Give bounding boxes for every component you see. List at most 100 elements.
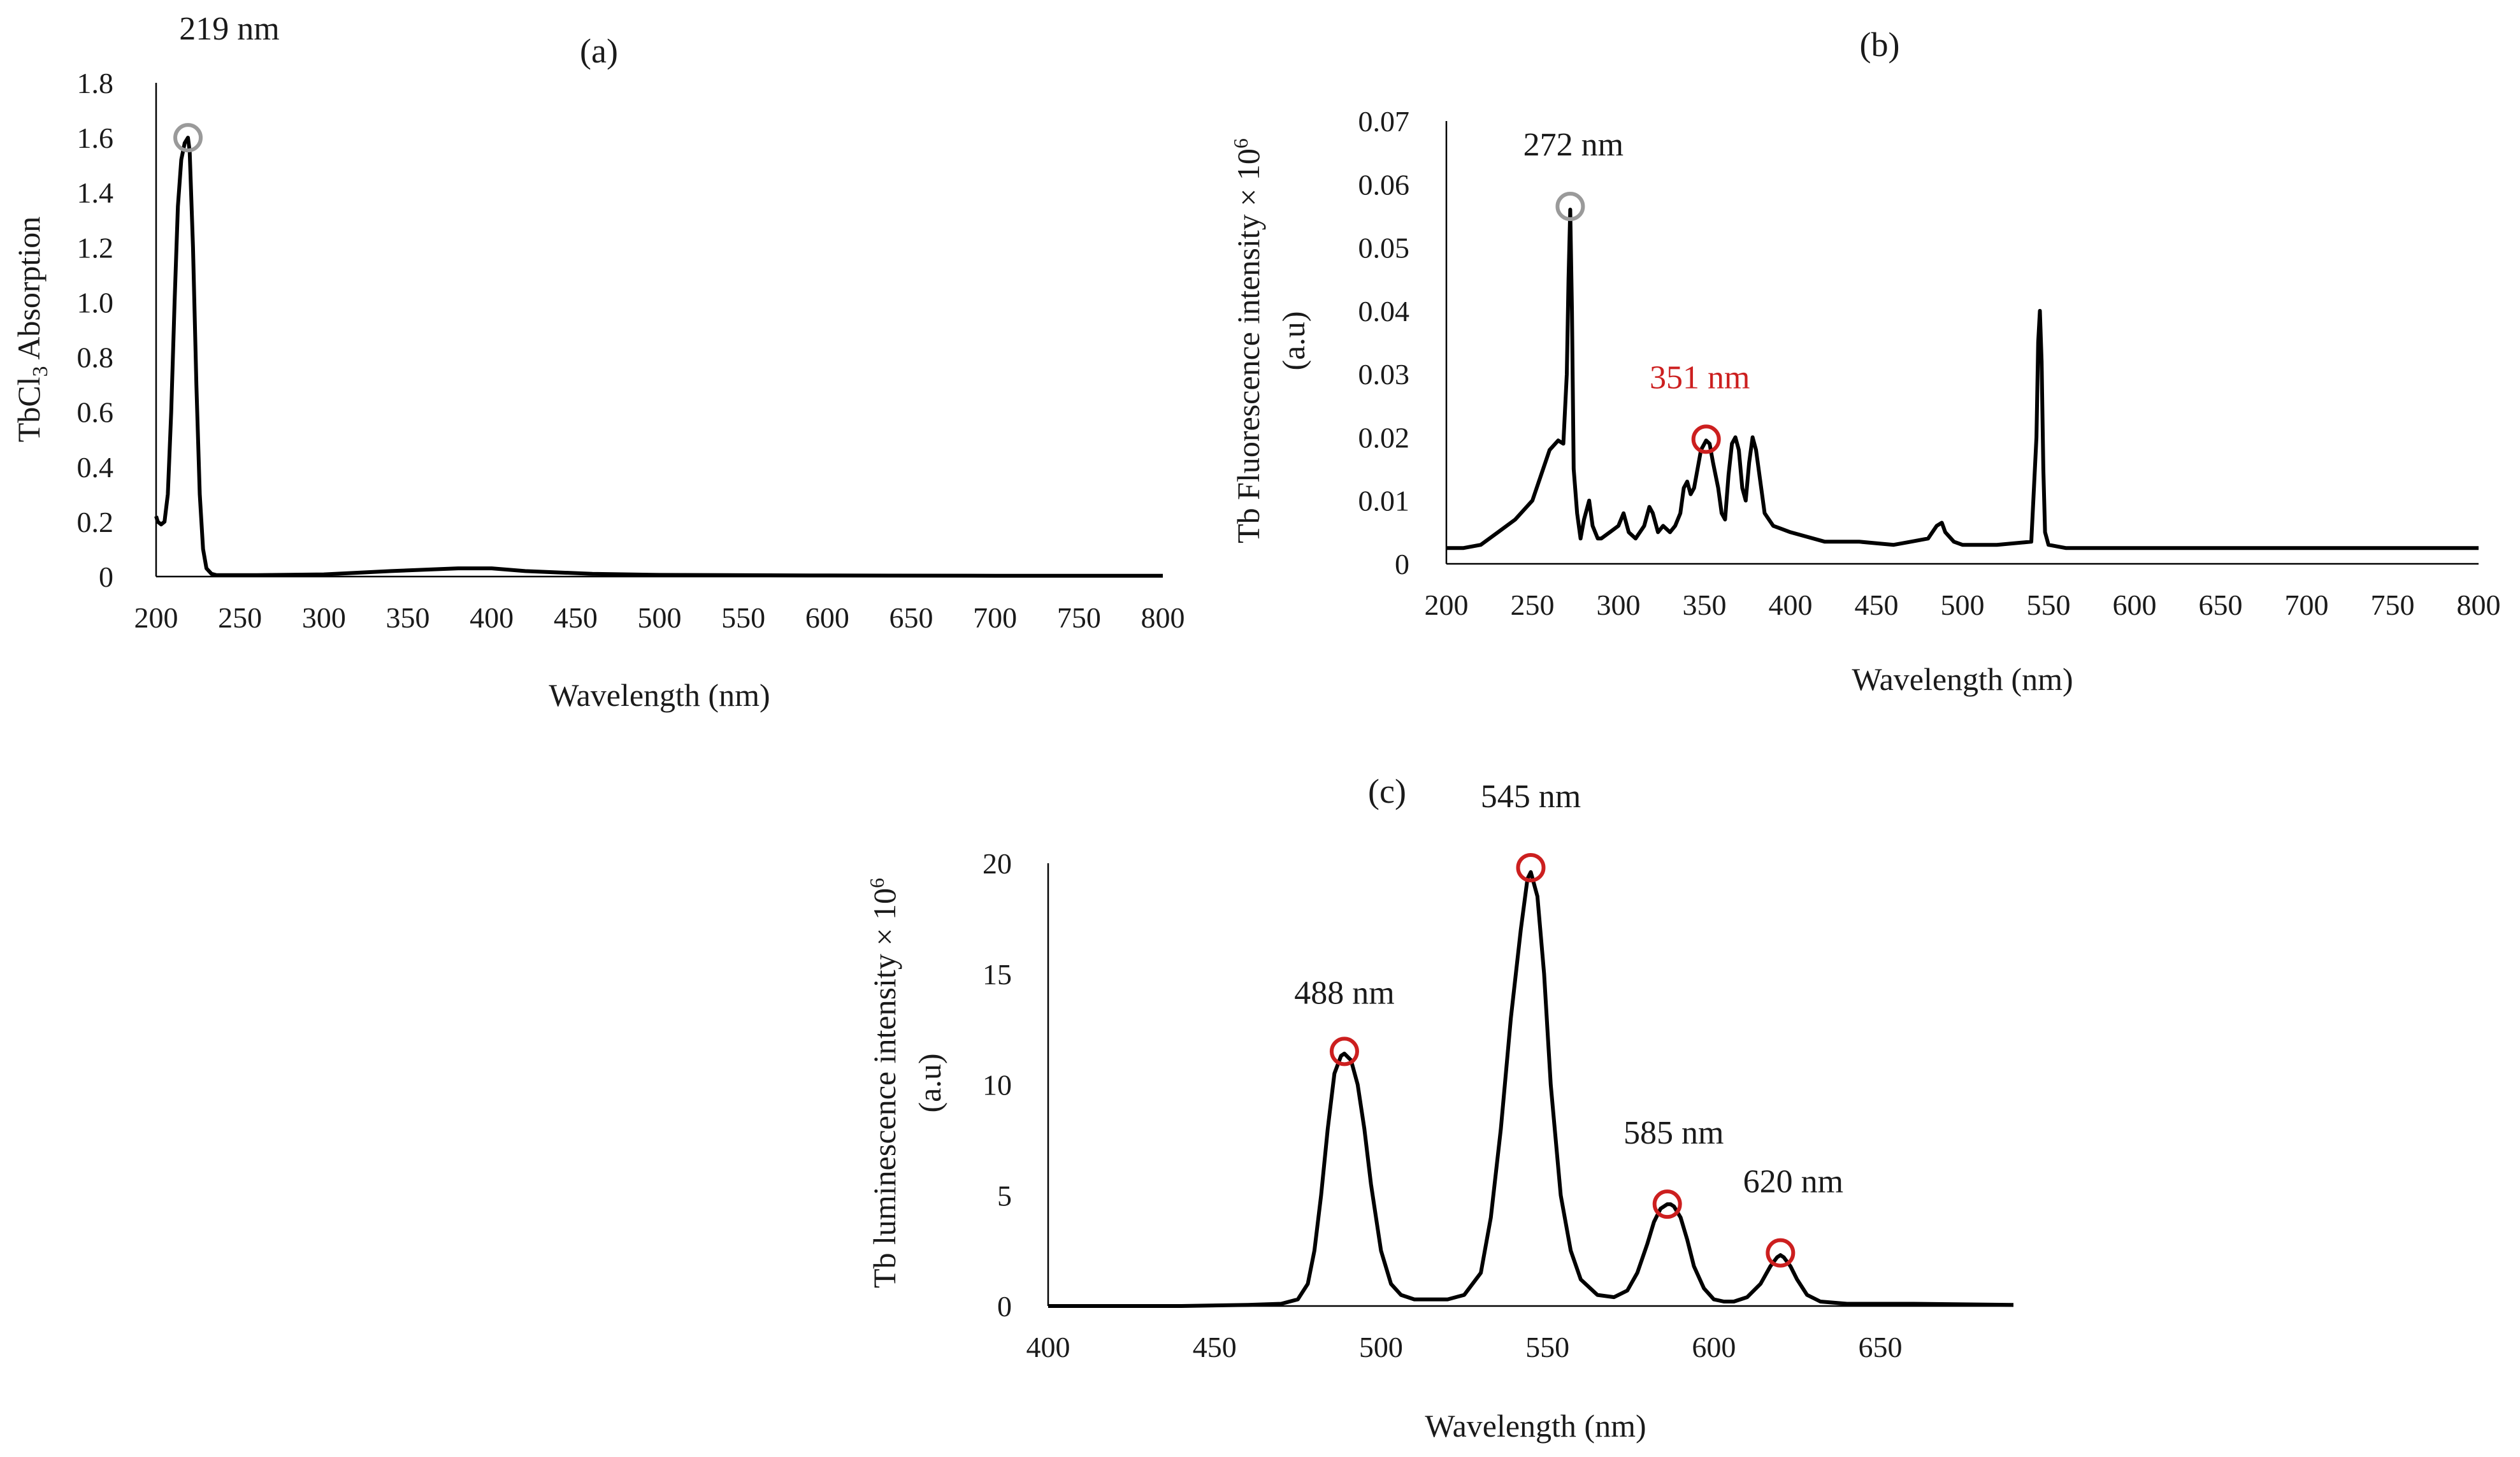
panel-b-x-ticks: 200 250 300 350 400 450 500 550 600 650 700 750 800 bbox=[1425, 589, 2501, 621]
panel-a-x-tick-label: 250 bbox=[218, 601, 262, 634]
panel-b-y-tick-label: 0.02 bbox=[1358, 421, 1410, 454]
panel-a-x-tick-label: 400 bbox=[470, 601, 514, 634]
panel-b-x-label: Wavelength (nm) bbox=[1852, 661, 2073, 697]
panel-a-y-tick-label: 0.8 bbox=[77, 341, 114, 374]
panel-c-x-ticks: 400 450 500 550 600 650 bbox=[1026, 1331, 1903, 1363]
panel-b-x-tick-label: 350 bbox=[1683, 589, 1727, 621]
panel-b-x-tick-label: 250 bbox=[1511, 589, 1555, 621]
panel-b-y-label-line2: (a.u) bbox=[1276, 312, 1311, 371]
panel-a-x-tick-label: 200 bbox=[134, 601, 178, 634]
panel-c-x-tick-label: 500 bbox=[1359, 1331, 1403, 1363]
panel-a-x-ticks: 200 250 300 350 400 450 500 550 600 650 700 750 800 bbox=[134, 601, 1185, 634]
panel-b-y-tick-label: 0.05 bbox=[1358, 232, 1410, 264]
panel-b-y-label-main: Tb Fluorescence intensity × 10 bbox=[1230, 148, 1266, 543]
panel-b-y-ticks: 0 0.01 0.02 0.03 0.04 0.05 0.06 0.07 bbox=[1358, 105, 1410, 580]
panel-c-peak-label: 488 nm bbox=[1294, 975, 1394, 1011]
panel-a-y-label-main: TbCl bbox=[11, 377, 47, 442]
panel-a-y-tick-label: 1.6 bbox=[77, 122, 114, 154]
panel-c-y-label-line2: (a.u) bbox=[912, 1054, 947, 1113]
panel-a-y-tick-label: 0 bbox=[99, 561, 113, 593]
panel-a-x-tick-label: 600 bbox=[805, 601, 849, 634]
panel-b-y-tick-label: 0 bbox=[1395, 548, 1409, 580]
panel-c-peak-marker bbox=[1516, 852, 1546, 882]
panel-a-y-tick-label: 1.4 bbox=[77, 176, 114, 209]
panel-a-y-tick-label: 1.2 bbox=[77, 231, 114, 264]
panel-b-x-tick-label: 600 bbox=[2113, 589, 2157, 621]
panel-a-x-tick-label: 350 bbox=[386, 601, 430, 634]
panel-a-y-tick-label: 0.4 bbox=[77, 451, 114, 484]
panel-a-y-label: TbCl3 Absorption bbox=[11, 217, 52, 443]
panel-c-x-tick-label: 400 bbox=[1026, 1331, 1070, 1363]
panel-b-x-tick-label: 650 bbox=[2199, 589, 2243, 621]
panel-a-y-tick-label: 1.0 bbox=[77, 286, 114, 319]
panel-a-y-tick-label: 0.2 bbox=[77, 506, 114, 538]
panel-b-x-tick-label: 700 bbox=[2285, 589, 2329, 621]
panel-b-peak-label: 351 nm bbox=[1650, 359, 1750, 396]
panel-c-x-tick-label: 600 bbox=[1692, 1331, 1736, 1363]
panel-b-x-tick-label: 500 bbox=[1941, 589, 1985, 621]
panel-c-y-tick-label: 0 bbox=[997, 1290, 1012, 1323]
panel-a-x-tick-label: 700 bbox=[973, 601, 1017, 634]
panel-b-peak-marker bbox=[1555, 192, 1585, 222]
panel-b-peak-marker bbox=[1691, 424, 1721, 454]
panel-b-x-tick-label: 400 bbox=[1769, 589, 1813, 621]
panel-a-y-tick-label: 0.6 bbox=[77, 396, 114, 429]
panel-c-x-tick-label: 650 bbox=[1859, 1331, 1903, 1363]
panel-b-x-tick-label: 550 bbox=[2027, 589, 2071, 621]
panel-c-luminescence-line bbox=[1048, 870, 2014, 1308]
panel-b-x-tick-label: 450 bbox=[1855, 589, 1899, 621]
panel-c-y-label-sup: 6 bbox=[865, 878, 888, 888]
panel-b: (b) 0 0.01 0.02 0.03 0.04 0.05 0.06 0.07 200 250… bbox=[1229, 25, 2501, 697]
panel-a-x-tick-label: 800 bbox=[1141, 601, 1185, 634]
panel-c-x-label: Wavelength (nm) bbox=[1425, 1408, 1646, 1444]
panel-b-x-tick-label: 300 bbox=[1597, 589, 1641, 621]
panel-c-peak-label: 620 nm bbox=[1743, 1164, 1843, 1200]
panel-c-y-ticks: 0 5 10 15 20 bbox=[983, 847, 1012, 1323]
panel-b-x-tick-label: 800 bbox=[2457, 589, 2501, 621]
panel-b-x-tick-label: 750 bbox=[2371, 589, 2415, 621]
panel-c-annotations: 488 nm 545 nm 585 nm 620 nm bbox=[1294, 779, 1843, 1268]
panel-a-x-tick-label: 300 bbox=[302, 601, 346, 634]
panel-a-x-tick-label: 450 bbox=[554, 601, 598, 634]
panel-a-peak-label: 219 nm bbox=[179, 11, 279, 47]
panel-c-peak-marker bbox=[1329, 1037, 1359, 1066]
panel-a-x-tick-label: 650 bbox=[889, 601, 933, 634]
panel-c-x-tick-label: 450 bbox=[1193, 1331, 1237, 1363]
panel-a-y-tick-label: 1.8 bbox=[77, 67, 114, 99]
panel-c-peak-label: 545 nm bbox=[1481, 779, 1581, 815]
panel-b-annotations: 272 nm 351 nm bbox=[1523, 127, 1750, 454]
panel-a-annotations: 219 nm bbox=[173, 11, 280, 153]
panel-b-y-tick-label: 0.07 bbox=[1358, 105, 1410, 138]
panel-a-x-tick-label: 500 bbox=[638, 601, 682, 634]
panel-a-x-tick-label: 550 bbox=[721, 601, 765, 634]
panel-a-label: (a) bbox=[580, 32, 618, 70]
panel-b-label: (b) bbox=[1860, 25, 1900, 64]
panel-c-label: (c) bbox=[1368, 772, 1406, 810]
panel-b-y-tick-label: 0.03 bbox=[1358, 358, 1410, 391]
panel-c-peak-marker bbox=[1766, 1238, 1796, 1268]
panel-a-x-label: Wavelength (nm) bbox=[549, 677, 770, 713]
panel-c-peak-marker bbox=[1652, 1189, 1682, 1219]
panel-b-peak-label: 272 nm bbox=[1523, 127, 1624, 163]
panel-c-y-label-line1: Tb luminescence intensity × 106 bbox=[865, 878, 902, 1288]
panel-b-y-label-sup: 6 bbox=[1229, 138, 1252, 148]
panel-c-y-label-main: Tb luminescence intensity × 10 bbox=[867, 888, 902, 1288]
panel-c-y-tick-label: 15 bbox=[983, 958, 1012, 991]
panel-a-y-label-rest: Absorption bbox=[11, 217, 47, 366]
panel-c-peak-label: 585 nm bbox=[1624, 1115, 1724, 1151]
panel-b-y-tick-label: 0.04 bbox=[1358, 295, 1410, 327]
panel-c-x-tick-label: 550 bbox=[1525, 1331, 1569, 1363]
panel-b-y-tick-label: 0.01 bbox=[1358, 485, 1410, 517]
panel-c-y-tick-label: 10 bbox=[983, 1069, 1012, 1102]
panel-b-y-label-line1: Tb Fluorescence intensity × 106 bbox=[1229, 138, 1266, 543]
panel-a-absorption-line bbox=[154, 136, 1163, 578]
panel-c-y-tick-label: 5 bbox=[997, 1179, 1012, 1212]
panel-b-fluorescence-line bbox=[1446, 208, 2479, 550]
panel-c-y-tick-label: 20 bbox=[983, 847, 1012, 880]
panel-c: (c) 0 5 10 15 20 400 450 500 550 600 650 488 nm 54… bbox=[865, 772, 2014, 1444]
panel-a: (a) 0 0.2 0.4 0.6 0.8 1.0 1.2 1.4 1.6 1.8 200 250 3… bbox=[11, 11, 1185, 713]
panel-b-x-tick-label: 200 bbox=[1425, 589, 1469, 621]
panel-a-y-ticks: 0 0.2 0.4 0.6 0.8 1.0 1.2 1.4 1.6 1.8 bbox=[77, 67, 114, 593]
panel-a-peak-marker bbox=[173, 123, 203, 153]
